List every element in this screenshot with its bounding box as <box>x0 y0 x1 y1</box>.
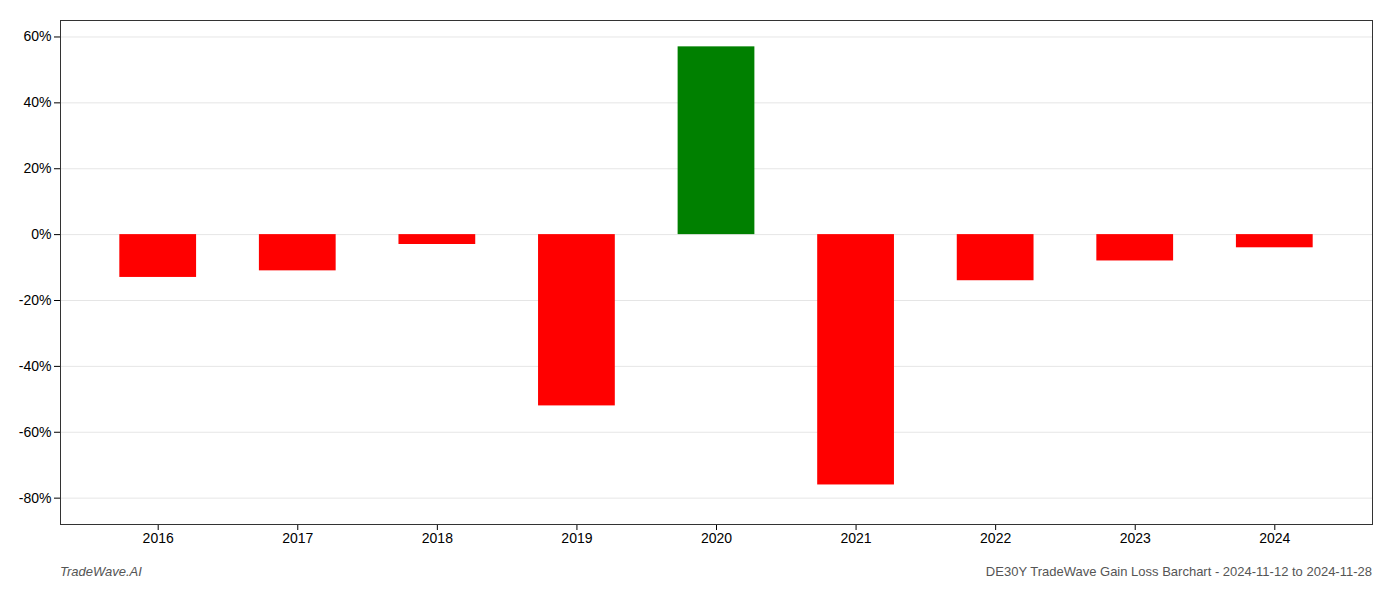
svg-text:2019: 2019 <box>561 530 592 546</box>
svg-text:2023: 2023 <box>1120 530 1151 546</box>
svg-text:2022: 2022 <box>980 530 1011 546</box>
svg-text:2024: 2024 <box>1259 530 1290 546</box>
svg-text:2018: 2018 <box>422 530 453 546</box>
svg-text:60%: 60% <box>23 28 51 44</box>
svg-text:-20%: -20% <box>19 292 52 308</box>
svg-text:2020: 2020 <box>701 530 732 546</box>
svg-text:40%: 40% <box>23 94 51 110</box>
html-text:DE30Y TradeWave Gain Loss Barc: DE30Y TradeWave Gain Loss Barchart - 202… <box>985 564 1372 579</box>
svg-text:0%: 0% <box>31 226 51 242</box>
svg-text:-60%: -60% <box>19 424 52 440</box>
svg-text:-40%: -40% <box>19 358 52 374</box>
svg-text:2017: 2017 <box>282 530 313 546</box>
svg-text:-80%: -80% <box>19 490 52 506</box>
svg-text:2016: 2016 <box>143 530 174 546</box>
svg-text:20%: 20% <box>23 160 51 176</box>
html-text:TradeWave.AI: TradeWave.AI <box>60 564 142 579</box>
svg-text:2021: 2021 <box>840 530 871 546</box>
